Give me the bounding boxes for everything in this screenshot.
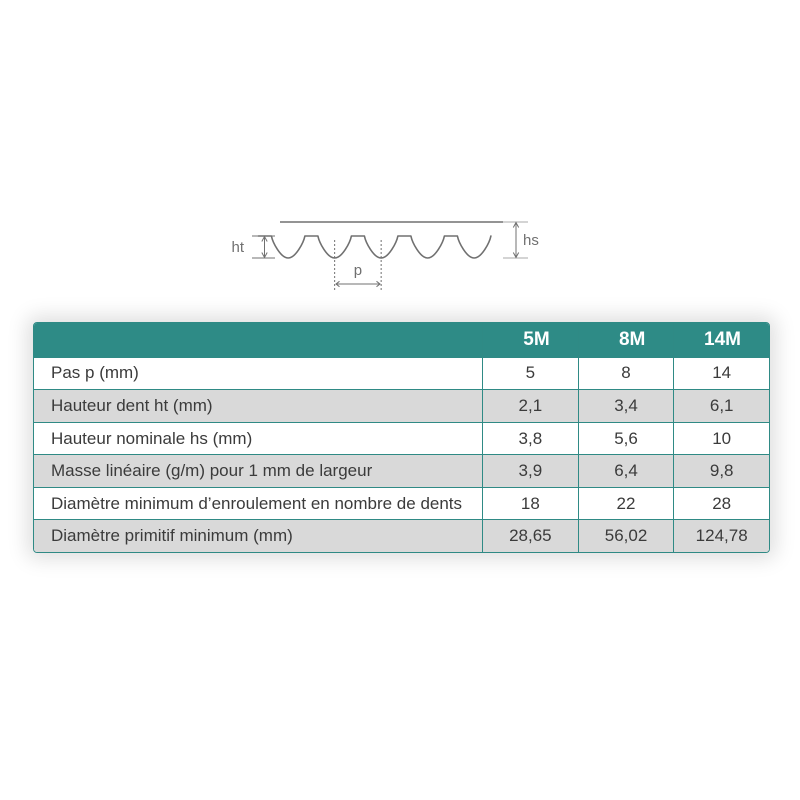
svg-text:hs: hs [523,232,539,249]
svg-text:p: p [354,262,362,279]
svg-text:ht: ht [231,239,244,256]
